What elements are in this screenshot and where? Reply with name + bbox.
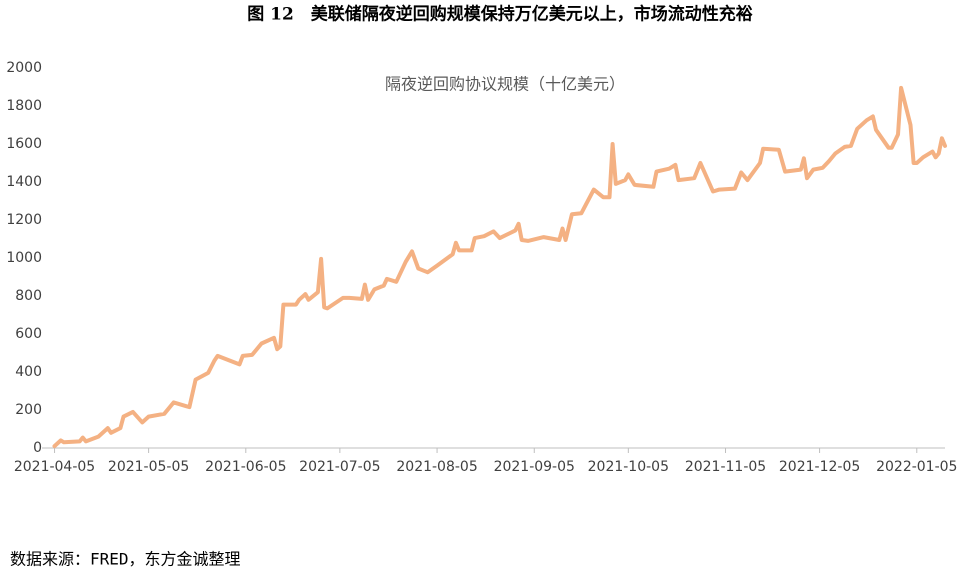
y-tick-label: 0 — [33, 440, 42, 456]
x-tick-label: 2021-10-05 — [588, 459, 669, 475]
page-title: 图 12 美联储隔夜逆回购规模保持万亿美元以上，市场流动性充裕 — [247, 4, 753, 25]
line — [52, 85, 947, 449]
y-tick-label: 400 — [15, 364, 42, 380]
x-tick-label: 2021-11-05 — [685, 459, 766, 475]
y-tick-label: 1400 — [6, 174, 42, 190]
x-tick-label: 2021-05-05 — [108, 459, 189, 475]
x-tick-label: 2021-09-05 — [494, 459, 575, 475]
y-tick-label: 1600 — [6, 136, 42, 152]
x-tick-label: 2021-06-05 — [205, 459, 286, 475]
y-tick-label: 600 — [15, 326, 42, 342]
chart-title: 隔夜逆回购协议规模（十亿美元） — [385, 75, 625, 94]
y-tick-label: 2000 — [6, 60, 42, 76]
y-tick-label: 1000 — [6, 250, 42, 266]
y-tick-label: 800 — [15, 288, 42, 304]
y-tick-label: 1200 — [6, 212, 42, 228]
x-tick-label: 2021-07-05 — [299, 459, 380, 475]
x-tick-label: 2021-04-05 — [14, 459, 95, 475]
x-tick-label: 2021-12-05 — [779, 459, 860, 475]
y-tick-label: 1800 — [6, 98, 42, 114]
x-tick-label: 2021-08-05 — [396, 459, 477, 475]
x-tick-label: 2022-01-05 — [876, 459, 957, 475]
source: 数据来源：FRED，东方金诚整理 — [10, 550, 241, 569]
y-tick-label: 200 — [15, 402, 42, 418]
